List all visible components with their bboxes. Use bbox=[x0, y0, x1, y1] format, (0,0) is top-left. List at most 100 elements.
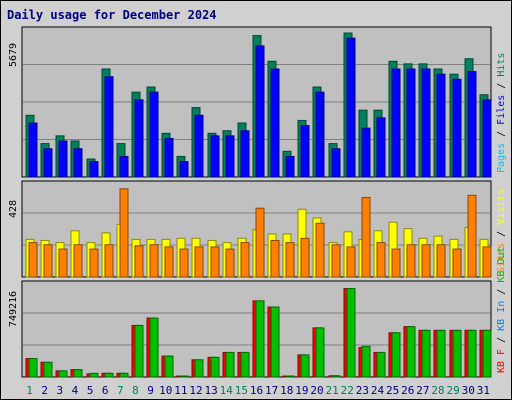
day-tick-label: 11 bbox=[174, 384, 187, 397]
bar-files bbox=[89, 161, 99, 178]
day-tick-label: 7 bbox=[117, 384, 124, 397]
bar-kb-out bbox=[285, 375, 295, 378]
bar-sites bbox=[58, 248, 68, 278]
bar-files bbox=[149, 91, 159, 178]
bar-kb-out bbox=[89, 372, 99, 378]
bar-sites bbox=[331, 244, 341, 278]
bar-kb-out bbox=[58, 370, 68, 378]
bar-kb-out bbox=[194, 359, 204, 378]
legend-entry: KB In bbox=[496, 301, 507, 331]
day-tick-label: 6 bbox=[102, 384, 109, 397]
bar-files bbox=[119, 155, 129, 178]
bar-kb-out bbox=[467, 329, 477, 378]
legend-entry: / bbox=[496, 225, 507, 243]
bar-files bbox=[315, 91, 325, 178]
bar-sites bbox=[43, 244, 53, 278]
bar-files bbox=[73, 148, 83, 178]
bar-files bbox=[436, 73, 446, 178]
bar-files bbox=[421, 68, 431, 178]
bar-kb-out bbox=[406, 326, 416, 378]
day-tick-label: 22 bbox=[341, 384, 354, 397]
legend-entry: Sites bbox=[496, 243, 507, 273]
bar-files bbox=[406, 68, 416, 178]
bar-files bbox=[179, 161, 189, 178]
day-tick-label: 1 bbox=[26, 384, 33, 397]
bar-sites bbox=[436, 244, 446, 278]
day-tick-label: 23 bbox=[356, 384, 369, 397]
day-tick-label: 16 bbox=[250, 384, 263, 397]
bar-kb-out bbox=[73, 369, 83, 378]
bar-files bbox=[134, 99, 144, 178]
day-tick-label: 25 bbox=[386, 384, 399, 397]
bar-kb-out bbox=[255, 300, 265, 378]
day-tick-label: 17 bbox=[265, 384, 278, 397]
bar-kb-out bbox=[376, 351, 386, 378]
bar-kb-out bbox=[436, 329, 446, 378]
bar-kb-out bbox=[421, 329, 431, 378]
bar-sites bbox=[28, 242, 38, 278]
bar-kb-out bbox=[452, 329, 462, 378]
day-tick-label: 31 bbox=[477, 384, 490, 397]
bar-kb-out bbox=[134, 324, 144, 378]
bar-sites bbox=[179, 248, 189, 278]
bar-kb-out bbox=[43, 361, 53, 378]
legend-entry: / bbox=[496, 331, 507, 349]
legend-entry: Files bbox=[496, 95, 507, 125]
y-max-label: 749216 bbox=[8, 291, 19, 327]
day-tick-label: 29 bbox=[447, 384, 460, 397]
legend-entry: / bbox=[496, 125, 507, 143]
bar-kb-out bbox=[28, 358, 38, 378]
bar-kb-out bbox=[104, 372, 114, 378]
bar-files bbox=[346, 37, 356, 178]
bar-files bbox=[194, 114, 204, 178]
bar-sites bbox=[149, 244, 159, 278]
bar-kb-out bbox=[225, 351, 235, 378]
day-tick-label: 13 bbox=[204, 384, 217, 397]
bar-sites bbox=[406, 244, 416, 278]
bar-kb-out bbox=[270, 306, 280, 378]
chart-title: Daily usage for December 2024 bbox=[7, 8, 217, 22]
bar-sites bbox=[361, 196, 371, 278]
legend-entry: Visits bbox=[496, 189, 507, 225]
bar-sites bbox=[104, 244, 114, 278]
legend-kbytes: KB F / KB In / KB Out bbox=[496, 247, 507, 373]
legend-hits-files-pages: Pages / Files / Hits bbox=[496, 53, 507, 173]
bar-sites bbox=[119, 188, 129, 278]
bar-files bbox=[43, 148, 53, 178]
bar-kb-out bbox=[149, 317, 159, 378]
bar-kb-out bbox=[164, 355, 174, 378]
bar-files bbox=[285, 155, 295, 178]
bar-files bbox=[164, 137, 174, 178]
bar-kb-out bbox=[179, 375, 189, 378]
panel-hits-files-pages: 5679 Pages / Files / Hits bbox=[8, 26, 507, 178]
bar-kb-out bbox=[240, 351, 250, 378]
day-tick-label: 8 bbox=[132, 384, 139, 397]
bar-files bbox=[391, 68, 401, 178]
bar-sites bbox=[270, 239, 280, 278]
day-tick-label: 10 bbox=[159, 384, 172, 397]
legend-entry: / bbox=[496, 283, 507, 301]
bar-sites bbox=[225, 248, 235, 278]
day-tick-label: 30 bbox=[462, 384, 475, 397]
bar-sites bbox=[300, 237, 310, 278]
day-tick-label: 27 bbox=[416, 384, 429, 397]
bar-sites bbox=[452, 248, 462, 278]
bar-files bbox=[482, 99, 492, 178]
y-max-label: 5679 bbox=[8, 43, 19, 67]
bar-kb-out bbox=[315, 327, 325, 378]
bar-sites bbox=[482, 246, 492, 278]
bar-files bbox=[104, 76, 114, 178]
day-tick-label: 9 bbox=[147, 384, 154, 397]
day-tick-label: 14 bbox=[220, 384, 234, 397]
day-tick-label: 24 bbox=[371, 384, 385, 397]
bar-sites bbox=[134, 245, 144, 278]
bar-files bbox=[376, 117, 386, 178]
bar-files bbox=[58, 140, 68, 178]
bar-kb-out bbox=[300, 354, 310, 378]
day-tick-label: 18 bbox=[280, 384, 293, 397]
day-tick-label: 3 bbox=[57, 384, 64, 397]
bar-kb-out bbox=[482, 329, 492, 378]
bar-sites bbox=[315, 222, 325, 278]
bar-kb-out bbox=[210, 356, 220, 378]
bar-sites bbox=[376, 242, 386, 278]
